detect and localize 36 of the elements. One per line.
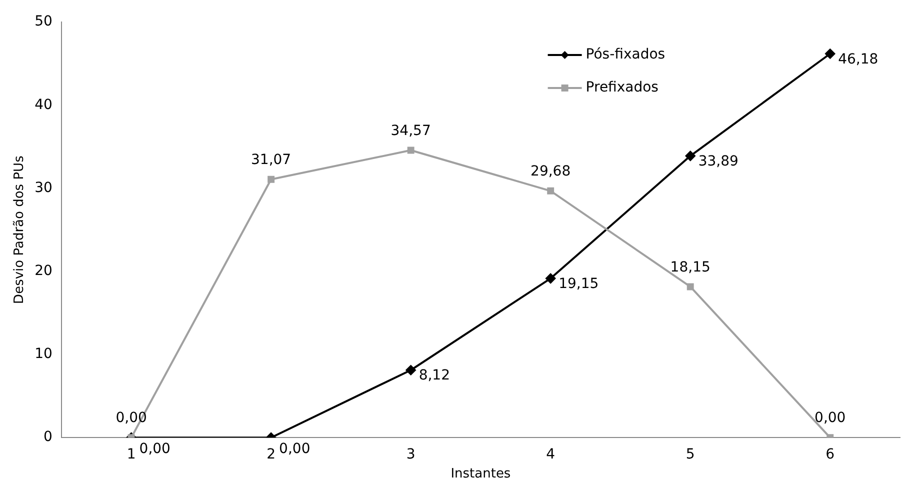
x-tick-label: 3 <box>406 446 416 463</box>
point <box>407 146 414 154</box>
point <box>825 48 836 59</box>
y-tick-label: 20 <box>34 263 52 279</box>
y-tick-label: 40 <box>34 96 52 113</box>
data-label: 19,15 <box>558 276 599 292</box>
y-tick-label: 10 <box>34 346 52 362</box>
legend-label: Prefixados <box>586 80 658 96</box>
data-label: 31,07 <box>251 152 292 168</box>
y-tick-label: 0 <box>43 429 52 446</box>
y-tick-label: 30 <box>34 180 52 196</box>
data-label: 0,00 <box>116 410 147 426</box>
y-axis-title: Desvio Padrão dos PUs <box>12 155 28 304</box>
x-tick-label: 5 <box>686 446 695 463</box>
data-label: 33,89 <box>698 154 738 170</box>
data-label: 8,12 <box>418 368 450 384</box>
point <box>268 176 275 183</box>
x-tick-label: 6 <box>826 446 835 463</box>
data-label: 29,68 <box>530 164 571 180</box>
data-label: 46,18 <box>838 51 878 68</box>
x-tick-label: 4 <box>546 446 556 463</box>
legend-label: Pós-fixados <box>586 46 666 63</box>
data-label: 0,00 <box>279 441 310 458</box>
x-tick-label: 1 <box>126 446 136 463</box>
x-axis-title: Instantes <box>450 466 511 482</box>
y-tick-label: 50 <box>34 14 52 30</box>
point <box>406 365 416 376</box>
x-tick-label: 2 <box>266 446 276 463</box>
data-label: 0,00 <box>139 441 170 458</box>
point <box>685 150 696 161</box>
data-label: 34,57 <box>390 122 431 139</box>
data-label: 0,00 <box>814 410 846 426</box>
point <box>686 283 694 290</box>
data-label: 18,15 <box>670 259 710 276</box>
point <box>546 273 556 284</box>
point <box>547 187 554 194</box>
